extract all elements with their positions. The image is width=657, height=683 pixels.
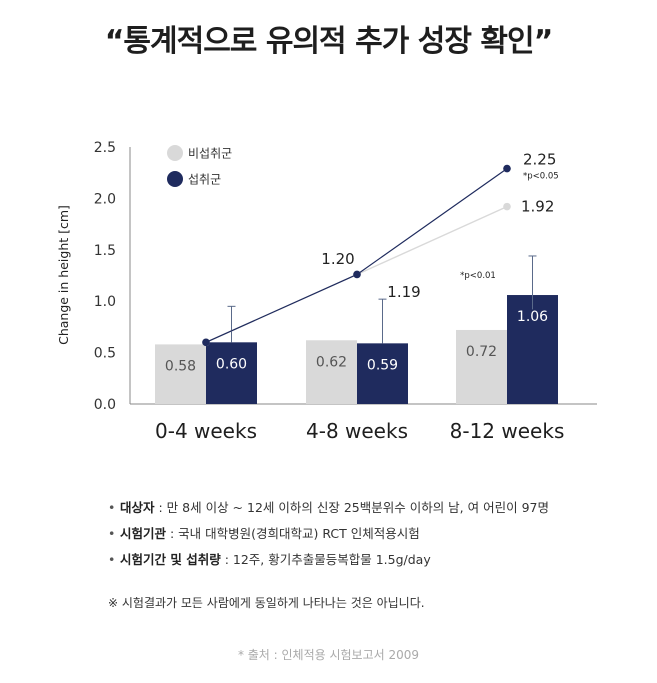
bar-value-label: 0.59 [367,357,398,373]
legend-label: 비섭취군 [188,147,232,161]
point-treatment [503,164,511,173]
bar-value-label: 0.60 [216,356,247,372]
x-tick-label: 0-4 weeks [155,419,257,443]
y-tick-label: 0.0 [94,397,116,413]
point-control [503,202,511,211]
note-key: 대상자 [120,500,155,515]
legend-marker [167,145,183,161]
note-period-dose: • 시험기간 및 섭취량 : 12주, 황기추출물등복합물 1.5g/day [108,550,549,576]
note-institution: • 시험기관 : 국내 대학병원(경희대학교) RCT 인체적용시험 [108,524,549,550]
x-tick-label: 4-8 weeks [306,419,408,443]
significance-note: *p<0.01 [460,271,496,281]
note-text: : 12주, 황기추출물등복합물 1.5g/day [220,552,431,567]
study-notes: • 대상자 : 만 8세 이상 ~ 12세 이하의 신장 25백분위수 이하의 남… [108,498,549,576]
bar-value-label: 0.62 [316,354,347,370]
note-key: 시험기간 및 섭취량 [120,552,221,567]
y-axis-title: Change in height [cm] [56,205,71,345]
bar-treatment [357,343,408,404]
bar-treatment [507,295,558,404]
note-text: : 만 8세 이상 ~ 12세 이하의 신장 25백분위수 이하의 남, 여 어… [154,500,549,515]
line-mid-label: 1.19 [387,283,420,301]
page-title: “통계적으로 유의적 추가 성장 확인” [104,24,554,59]
bar-control [456,329,507,404]
line-mid-label: 1.20 [321,250,354,268]
y-tick-label: 0.5 [94,346,116,362]
y-tick-label: 1.5 [94,243,116,259]
bullet: • [108,500,116,515]
y-tick-label: 1.0 [94,294,116,310]
disclaimer: ※ 시험결과가 모든 사람에게 동일하게 나타나는 것은 아닙니다. [108,596,425,610]
bar-control [306,340,357,404]
bar-value-label: 1.06 [517,309,548,325]
note-subjects: • 대상자 : 만 8세 이상 ~ 12세 이하의 신장 25백분위수 이하의 남… [108,498,549,524]
bar-control [155,344,206,404]
note-key: 시험기관 [120,526,167,541]
bar-treatment [206,342,257,404]
significance-note: *p<0.05 [523,172,559,182]
y-tick-label: 2.0 [94,191,116,207]
height-change-chart: 0.0 0.5 1.0 1.5 2.0 2.5 Change in height [cm] 0… [56,140,597,443]
point-treatment [202,338,210,347]
line-end-label: 2.25 [523,151,556,169]
bar-value-label: 0.58 [165,358,196,374]
bullet: • [108,526,116,541]
source-note: * 출처 : 인체적용 시험보고서 2009 [237,648,420,662]
note-text: : 국내 대학병원(경희대학교) RCT 인체적용시험 [166,526,420,541]
legend-label: 섭취군 [188,173,221,187]
line-end-label: 1.92 [521,198,554,216]
legend-marker [167,171,183,187]
point-treatment [353,270,361,279]
bullet: • [108,552,116,567]
y-tick-label: 2.5 [94,140,116,156]
x-tick-label: 8-12 weeks [450,419,565,443]
line-treatment [205,168,508,343]
bar-value-label: 0.72 [466,344,497,360]
